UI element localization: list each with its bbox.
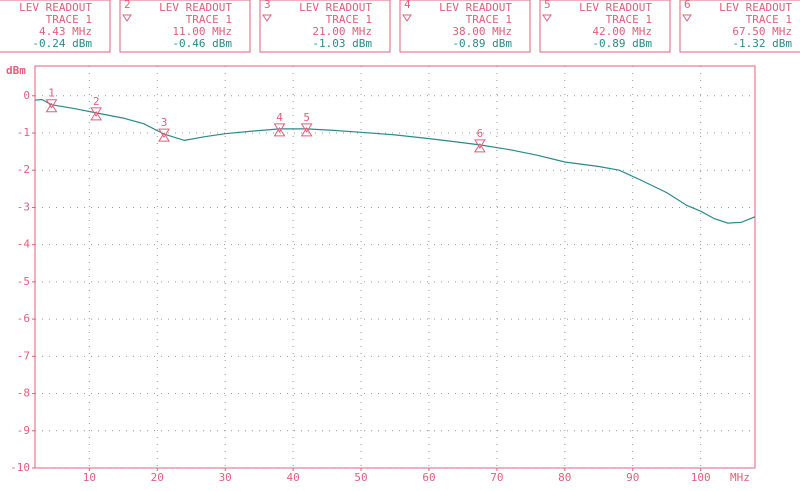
x-tick-label: 40 <box>286 471 299 484</box>
readout-title: LEV READOUT <box>579 1 652 14</box>
readout-frequency: 11.00 MHz <box>172 25 232 38</box>
marker-triangle <box>45 99 58 113</box>
readout-number: 6 <box>684 0 691 11</box>
marker-number: 4 <box>276 111 283 124</box>
readout-box <box>399 0 531 53</box>
readout-title: LEV READOUT <box>159 1 232 14</box>
x-tick-label: 20 <box>151 471 164 484</box>
readout-box <box>259 0 391 53</box>
readout-triangle <box>122 14 132 22</box>
y-tick-label: -4 <box>17 238 31 251</box>
readout-frequency: 21.00 MHz <box>312 25 372 38</box>
y-tick-label: -9 <box>17 424 30 437</box>
readout-level: -0.89 dBm <box>452 37 512 50</box>
readout-trace: TRACE 1 <box>466 13 512 26</box>
readout-frequency: 67.50 MHz <box>732 25 792 38</box>
readout-title: LEV READOUT <box>299 1 372 14</box>
readout-box <box>0 0 111 53</box>
marker-number: 2 <box>93 95 100 108</box>
readout-number: 4 <box>404 0 411 11</box>
marker-number: 1 <box>48 87 55 100</box>
readout-level: -0.24 dBm <box>32 37 92 50</box>
x-tick-label: 90 <box>626 471 639 484</box>
readout-box <box>679 0 800 53</box>
y-tick-label: -3 <box>17 200 30 213</box>
x-tick-label: 100 <box>691 471 711 484</box>
readout-box <box>539 0 671 53</box>
y-tick-label: 0 <box>23 89 30 102</box>
readout-trace: TRACE 1 <box>186 13 232 26</box>
y-tick-label: -2 <box>17 163 30 176</box>
y-tick-label: -8 <box>17 387 30 400</box>
marker-number: 5 <box>303 111 310 124</box>
marker-triangle <box>273 123 286 137</box>
readout-frequency: 42.00 MHz <box>592 25 652 38</box>
x-tick-label: 10 <box>83 471 96 484</box>
y-tick-label: -7 <box>17 349 30 362</box>
y-unit: dBm <box>6 64 26 77</box>
readout-level: -0.46 dBm <box>172 37 232 50</box>
readout-frequency: 38.00 MHz <box>452 25 512 38</box>
readout-number: 2 <box>124 0 131 11</box>
readout-trace: TRACE 1 <box>46 13 92 26</box>
x-tick-label: 30 <box>219 471 232 484</box>
readout-triangle <box>262 14 272 22</box>
marker-triangle <box>90 107 103 121</box>
readout-number: 5 <box>544 0 551 11</box>
readout-level: -0.89 dBm <box>592 37 652 50</box>
y-tick-label: -5 <box>17 275 30 288</box>
marker-triangle <box>474 139 486 153</box>
readout-triangle <box>402 14 412 22</box>
x-unit: MHz <box>730 471 750 484</box>
x-tick-label: 50 <box>354 471 367 484</box>
readout-trace: TRACE 1 <box>606 13 652 26</box>
readout-title: LEV READOUT <box>719 1 792 14</box>
x-tick-label: 70 <box>490 471 503 484</box>
marker-number: 3 <box>161 116 168 129</box>
readout-number: 3 <box>264 0 271 11</box>
readout-trace: TRACE 1 <box>746 13 792 26</box>
readout-trace: TRACE 1 <box>326 13 372 26</box>
y-tick-label: -10 <box>10 461 30 474</box>
y-tick-label: -1 <box>17 126 30 139</box>
readout-triangle <box>682 14 692 22</box>
readout-box <box>119 0 251 53</box>
x-tick-label: 60 <box>422 471 435 484</box>
readout-title: LEV READOUT <box>19 1 92 14</box>
trace-line <box>34 98 756 224</box>
marker-triangle <box>300 123 313 137</box>
y-tick-label: -6 <box>17 312 30 325</box>
readout-frequency: 4.43 MHz <box>39 25 92 38</box>
readout-title: LEV READOUT <box>439 1 512 14</box>
marker-number: 6 <box>477 127 484 140</box>
x-tick-label: 80 <box>558 471 571 484</box>
readout-level: -1.03 dBm <box>312 37 372 50</box>
plot-frame <box>34 65 756 469</box>
marker-triangle <box>158 128 170 142</box>
readout-level: -1.32 dBm <box>732 37 792 50</box>
readout-triangle <box>542 14 552 22</box>
